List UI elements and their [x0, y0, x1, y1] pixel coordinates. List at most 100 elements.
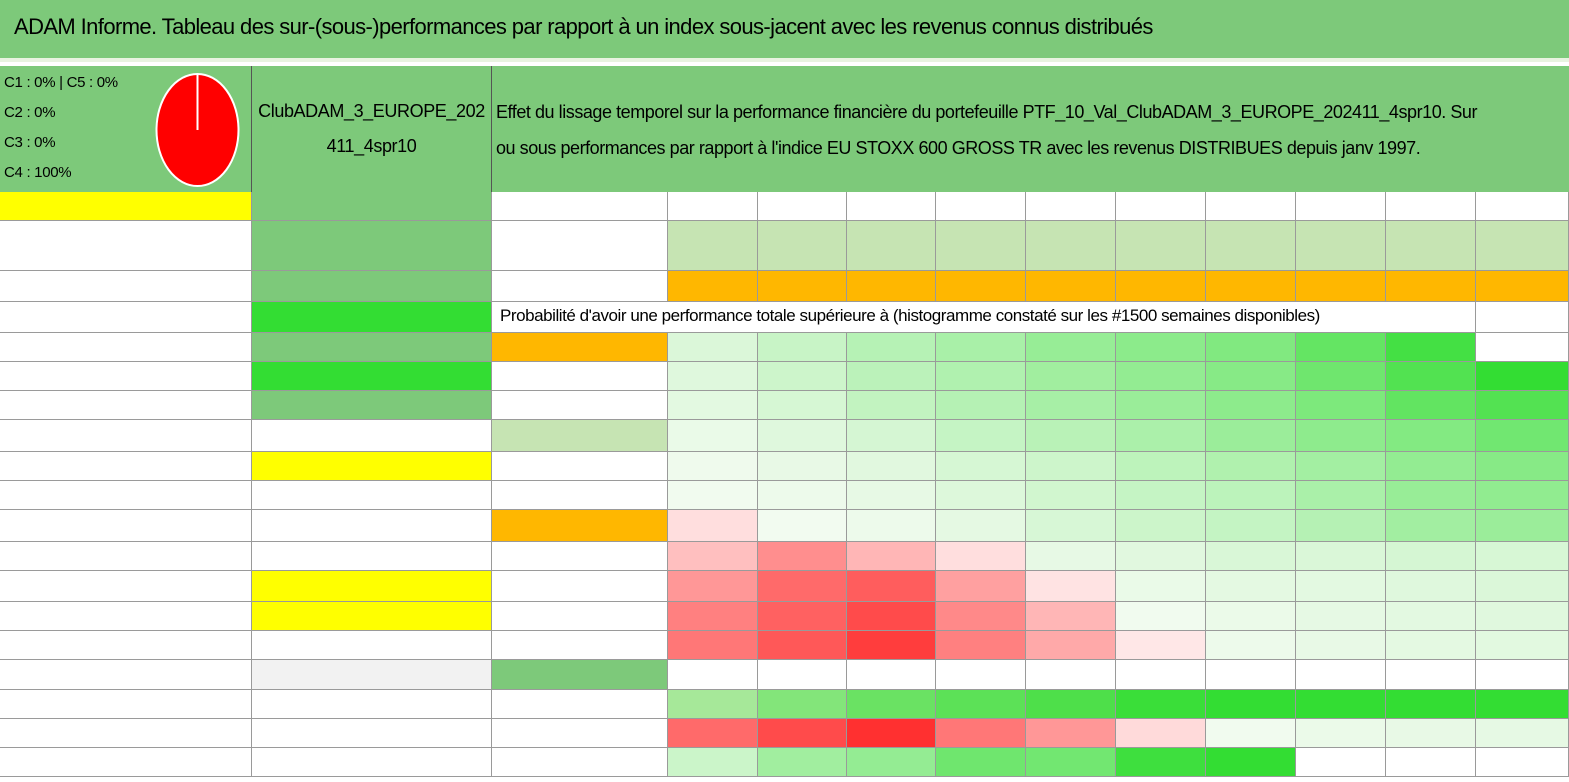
- info-cell: [252, 690, 492, 719]
- stat-value: [1026, 690, 1116, 719]
- holding-row: [0, 271, 252, 302]
- quantile-value: [1386, 510, 1476, 542]
- rendement-value: [1116, 221, 1206, 271]
- empty-cell: [0, 660, 252, 690]
- quantile-value: [1296, 391, 1386, 420]
- stat-value: [936, 748, 1026, 777]
- quantile-value: [1026, 452, 1116, 481]
- holding-row: [0, 362, 252, 391]
- stat-value: [1116, 719, 1206, 748]
- year-header: [847, 192, 936, 221]
- quantile-value: [1026, 481, 1116, 510]
- portfolio-name-line: 411_4spr10: [326, 136, 417, 156]
- quantile-value: [1116, 391, 1206, 420]
- stat-value: [1116, 748, 1206, 777]
- quantile-value: [1476, 362, 1569, 391]
- quantile-value: [1296, 631, 1386, 660]
- quantile-value: [1476, 510, 1569, 542]
- quantile-value: [1386, 631, 1476, 660]
- stat-value: [847, 690, 936, 719]
- info-cell: [252, 452, 492, 481]
- year-header: [1206, 192, 1296, 221]
- empty-cell: [0, 631, 252, 660]
- stat-value: [1026, 719, 1116, 748]
- quantile-value: [668, 631, 758, 660]
- holding-row: [0, 510, 252, 542]
- stat-value: [1476, 719, 1569, 748]
- quantile-label: [492, 420, 668, 452]
- quantile-value: [668, 333, 758, 362]
- quantile-value: [1026, 362, 1116, 391]
- quantile-value: [758, 542, 847, 571]
- quantile-value: [847, 602, 936, 631]
- quantile-value: [1206, 542, 1296, 571]
- holding-row: [0, 452, 252, 481]
- quantile-value: [1386, 391, 1476, 420]
- header-label: [492, 192, 668, 221]
- quantile-value: [758, 631, 847, 660]
- quantile-value: [1386, 452, 1476, 481]
- quantile-value: [1476, 452, 1569, 481]
- rendement-value: [847, 221, 936, 271]
- empty-cell: [1296, 660, 1386, 690]
- quantile-value: [1116, 542, 1206, 571]
- quantile-label: [492, 571, 668, 602]
- stat-value: [847, 748, 936, 777]
- empty-cell: [0, 719, 252, 748]
- info-cell: [252, 271, 492, 302]
- empty-cell: [1476, 302, 1569, 333]
- quantile-value: [668, 481, 758, 510]
- year-header: [1116, 192, 1206, 221]
- rendement-value: [758, 221, 847, 271]
- quantile-value: [936, 571, 1026, 602]
- probability-row: [492, 302, 1476, 333]
- holding-row: [0, 302, 252, 333]
- info-cell: [252, 719, 492, 748]
- quantile-value: [1206, 420, 1296, 452]
- stat-label: [492, 690, 668, 719]
- quantile-value: [847, 420, 936, 452]
- quantile-value: [1116, 602, 1206, 631]
- rendement-value: [936, 221, 1026, 271]
- quantile-value: [758, 362, 847, 391]
- empty-cell: [847, 660, 936, 690]
- info-cell: [252, 420, 492, 452]
- info-cell: [252, 221, 492, 271]
- stat-value: [668, 719, 758, 748]
- empty-cell: [0, 748, 252, 777]
- quantile-value: [668, 391, 758, 420]
- quantile-value: [1386, 542, 1476, 571]
- description-line: Effet du lissage temporel sur la perform…: [496, 102, 1478, 122]
- quantile-value: [847, 391, 936, 420]
- stat-value: [1296, 719, 1386, 748]
- quantile-value: [936, 602, 1026, 631]
- empty-cell: [758, 660, 847, 690]
- quantile-value: [936, 362, 1026, 391]
- legend-line: C2 : 0%: [4, 104, 56, 121]
- quantile-value: [936, 420, 1026, 452]
- quantile-value: [1476, 542, 1569, 571]
- quantile-value: [1296, 333, 1386, 362]
- quantile-value: [847, 542, 936, 571]
- volatilite-value: [847, 271, 936, 302]
- quantile-value: [847, 571, 936, 602]
- quantile-value: [847, 631, 936, 660]
- volatilite-value: [1296, 271, 1386, 302]
- info-cell: [252, 192, 492, 221]
- quantile-value: [847, 510, 936, 542]
- legend-line: C1 : 0% | C5 : 0%: [4, 74, 118, 91]
- rendement-value: [1206, 221, 1296, 271]
- stat-value: [1206, 690, 1296, 719]
- volatilite-label: [492, 271, 668, 302]
- quantile-value: [1026, 602, 1116, 631]
- quantile-value: [1476, 631, 1569, 660]
- quantile-value: [936, 631, 1026, 660]
- quantile-value: [1206, 452, 1296, 481]
- volatilite-value: [668, 271, 758, 302]
- empty-cell: [1386, 660, 1476, 690]
- portfolio-name: ClubADAM_3_EUROPE_202 411_4spr10: [252, 66, 492, 192]
- info-cell: [252, 660, 492, 690]
- quantile-value: [758, 602, 847, 631]
- quantile-value: [1386, 602, 1476, 631]
- stat-value: [1476, 690, 1569, 719]
